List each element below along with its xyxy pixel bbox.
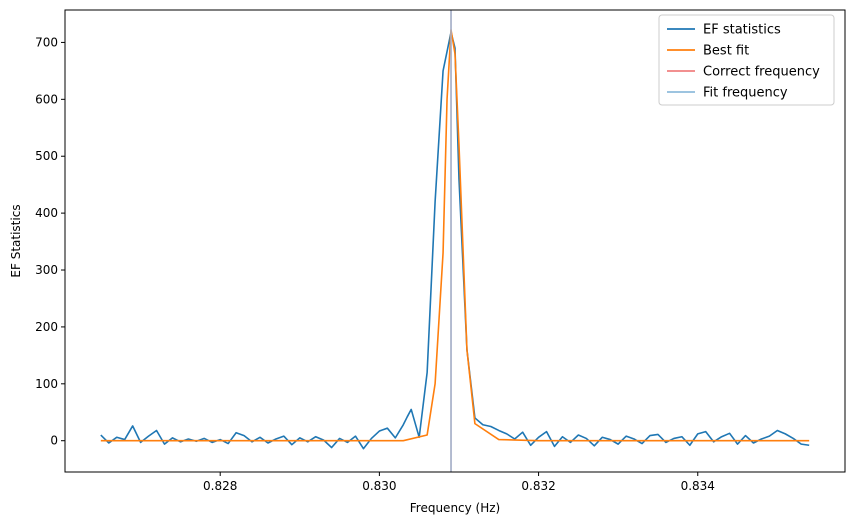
x-tick-label: 0.830 (362, 479, 396, 493)
y-axis-ticks: 0 100 200 300 400 500 600 700 (35, 35, 65, 448)
y-tick-label: 600 (35, 92, 58, 106)
y-tick-label: 0 (50, 434, 58, 448)
x-tick-label: 0.832 (521, 479, 555, 493)
x-tick-label: 0.828 (203, 479, 237, 493)
y-axis-label: EF Statistics (9, 204, 23, 277)
axes-frame (64, 9, 846, 473)
y-tick-label: 200 (35, 320, 58, 334)
legend-label: EF statistics (703, 23, 781, 38)
y-tick-label: 300 (35, 263, 58, 277)
legend-label: Fit frequency (703, 86, 788, 101)
legend-label: Correct frequency (703, 65, 820, 80)
legend-label: Best fit (703, 44, 749, 59)
y-tick-label: 700 (35, 35, 58, 49)
plot-area (100, 10, 810, 472)
y-tick-label: 100 (35, 377, 58, 391)
x-axis-label: Frequency (Hz) (410, 501, 501, 515)
y-tick-label: 500 (35, 149, 58, 163)
y-tick-label: 400 (35, 206, 58, 220)
legend-box (658, 14, 835, 106)
x-tick-label: 0.834 (681, 479, 715, 493)
x-axis-ticks: 0.828 0.830 0.832 0.834 (203, 472, 715, 493)
legend: EF statistics Best fit Correct frequency Fi… (658, 14, 835, 106)
